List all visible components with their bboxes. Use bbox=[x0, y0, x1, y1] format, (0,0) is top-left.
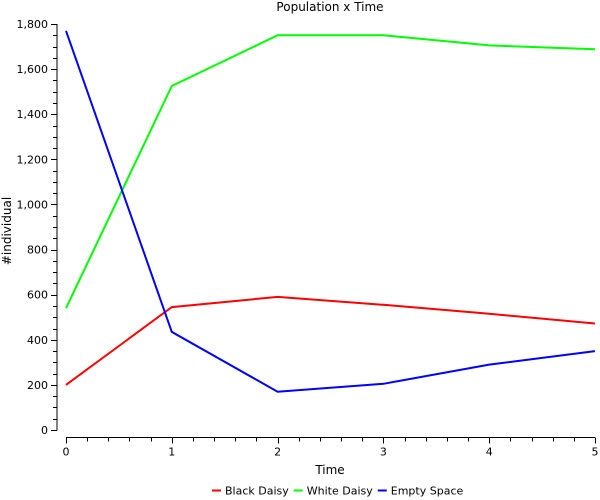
x-tick-label: 5 bbox=[592, 446, 599, 459]
x-tick-label: 0 bbox=[63, 446, 70, 459]
legend-label: Empty Space bbox=[391, 485, 464, 498]
y-tick-label: 1,400 bbox=[17, 108, 49, 121]
legend: Black Daisy White Daisy Empty Space bbox=[212, 485, 463, 498]
y-tick-label: 400 bbox=[27, 334, 48, 347]
y-axis-label: #individual bbox=[0, 197, 14, 265]
series-lines bbox=[65, 30, 596, 393]
x-tick-label: 3 bbox=[380, 446, 387, 459]
y-tick-label: 1,200 bbox=[17, 153, 49, 166]
y-axis: 0 200 400 600 800 1,000 1,200 1,400 1,600 1,800 bbox=[17, 18, 58, 437]
legend-item-white-daisy: White Daisy bbox=[293, 485, 373, 498]
x-tick-label: 2 bbox=[274, 446, 281, 459]
series-line-empty-space bbox=[65, 30, 596, 393]
x-axis: 0 1 2 3 4 5 bbox=[63, 437, 599, 459]
x-tick-label: 4 bbox=[486, 446, 493, 459]
x-axis-label: Time bbox=[314, 463, 344, 477]
y-tick-label: 800 bbox=[27, 244, 48, 257]
x-tick-label: 1 bbox=[168, 446, 175, 459]
legend-label: White Daisy bbox=[307, 485, 373, 498]
legend-item-black-daisy: Black Daisy bbox=[212, 485, 289, 498]
legend-label: Black Daisy bbox=[225, 485, 289, 498]
series-line-white-daisy bbox=[65, 34, 596, 309]
y-tick-label: 600 bbox=[27, 289, 48, 302]
legend-item-empty-space: Empty Space bbox=[377, 485, 464, 498]
y-tick-label: 1,000 bbox=[17, 198, 49, 211]
series-line-black-daisy bbox=[65, 295, 596, 386]
y-tick-label: 1,800 bbox=[17, 18, 49, 31]
y-tick-label: 200 bbox=[27, 379, 48, 392]
chart-title: Population x Time bbox=[276, 0, 383, 14]
y-tick-label: 1,600 bbox=[17, 63, 49, 76]
y-tick-label: 0 bbox=[41, 424, 48, 437]
